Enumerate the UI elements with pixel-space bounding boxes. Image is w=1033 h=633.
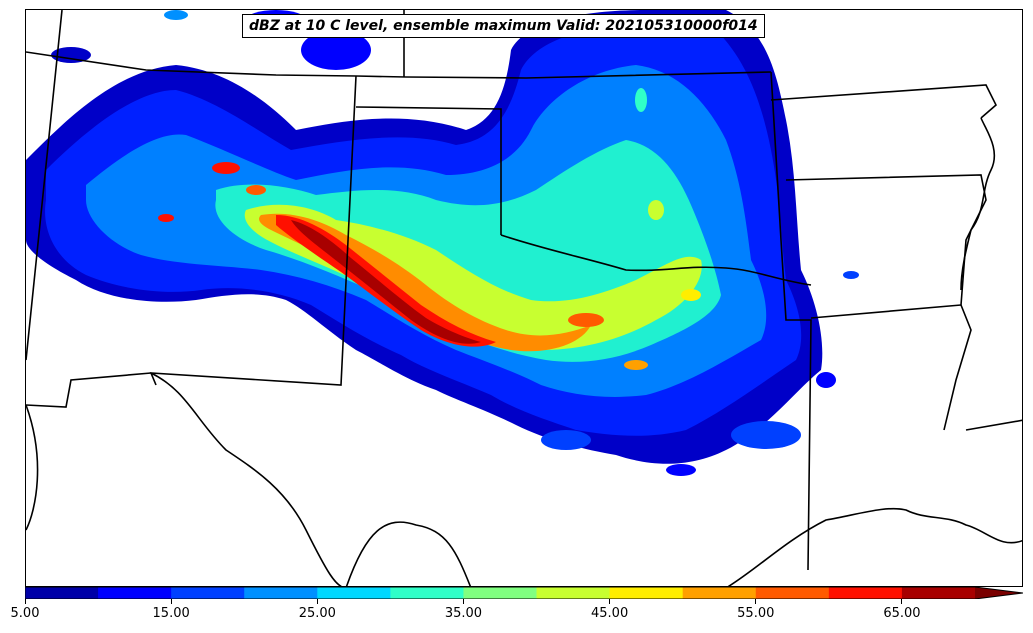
colorbar-tick-label: 5.00 (10, 606, 40, 621)
reflectivity-cell (301, 30, 371, 70)
state-border (770, 84, 997, 119)
colorbar-segment (98, 587, 172, 599)
colorbar-segment (682, 587, 757, 599)
state-border (26, 372, 152, 408)
colorbar-tick (170, 599, 172, 604)
reflectivity-cell (624, 360, 648, 370)
boundaries (26, 10, 1022, 586)
colorbar-segment (828, 587, 903, 599)
colorbar-tick (24, 599, 26, 604)
colorbar-segment (536, 587, 611, 599)
colorbar-segment (317, 587, 391, 599)
state-border (810, 304, 962, 319)
reflectivity-cell (681, 289, 701, 301)
reflectivity-cell (731, 421, 801, 449)
colorbar-tick-label: 65.00 (883, 606, 921, 621)
reflectivity-cell (51, 47, 91, 63)
reflectivity-65dbz-area (291, 220, 481, 344)
coastline (345, 521, 472, 586)
reflectivity-cell (164, 10, 188, 20)
reflectivity-field (26, 10, 859, 476)
reflectivity-cell (212, 162, 240, 174)
map-canvas (26, 10, 1022, 586)
state-border (149, 75, 357, 386)
state-border (26, 10, 63, 361)
colorbar-extend-arrow (975, 587, 1023, 599)
colorbar-tick-label: 55.00 (737, 606, 775, 621)
coastline (727, 507, 1022, 586)
state-border (355, 106, 502, 235)
reflectivity-cell (541, 430, 591, 450)
reflectivity-cell (158, 214, 174, 222)
colorbar-tick-label: 15.00 (152, 606, 190, 621)
colorbar-segment (390, 587, 464, 599)
colorbar-segment (901, 587, 976, 599)
colorbar (25, 587, 1023, 599)
state-border (500, 234, 812, 286)
colorbar-tick (316, 599, 318, 604)
reflectivity-cell (648, 200, 664, 220)
map-panel (25, 9, 1023, 587)
state-border (943, 304, 972, 431)
coastline (150, 372, 342, 586)
coastline (26, 404, 39, 531)
colorbar-segment (609, 587, 684, 599)
colorbar-segment (755, 587, 830, 599)
state-border (965, 419, 1022, 431)
colorbar-tick-label: 35.00 (444, 606, 483, 621)
state-border (785, 174, 987, 306)
map-title: dBZ at 10 C level, ensemble maximum Vali… (242, 14, 765, 38)
reflectivity-cell (843, 271, 859, 279)
colorbar-tick (755, 599, 757, 604)
colorbar-tick-label: 25.00 (298, 606, 336, 621)
colorbar-tick (609, 599, 611, 604)
colorbar-segment (463, 587, 538, 599)
colorbar-segment (244, 587, 318, 599)
colorbar-tick-label: 45.00 (591, 606, 629, 621)
reflectivity-cell (666, 464, 696, 476)
state-border (770, 71, 812, 571)
colorbar-outline (25, 587, 1023, 599)
colorbar-tick (901, 599, 903, 604)
colorbar-tick (462, 599, 464, 604)
reflectivity-cell (246, 185, 266, 195)
reflectivity-cell (568, 313, 604, 327)
colorbar-segment (171, 587, 245, 599)
colorbar-segment (25, 587, 99, 599)
reflectivity-cell (816, 372, 836, 388)
coastline (960, 117, 996, 291)
reflectivity-cell (635, 88, 647, 112)
